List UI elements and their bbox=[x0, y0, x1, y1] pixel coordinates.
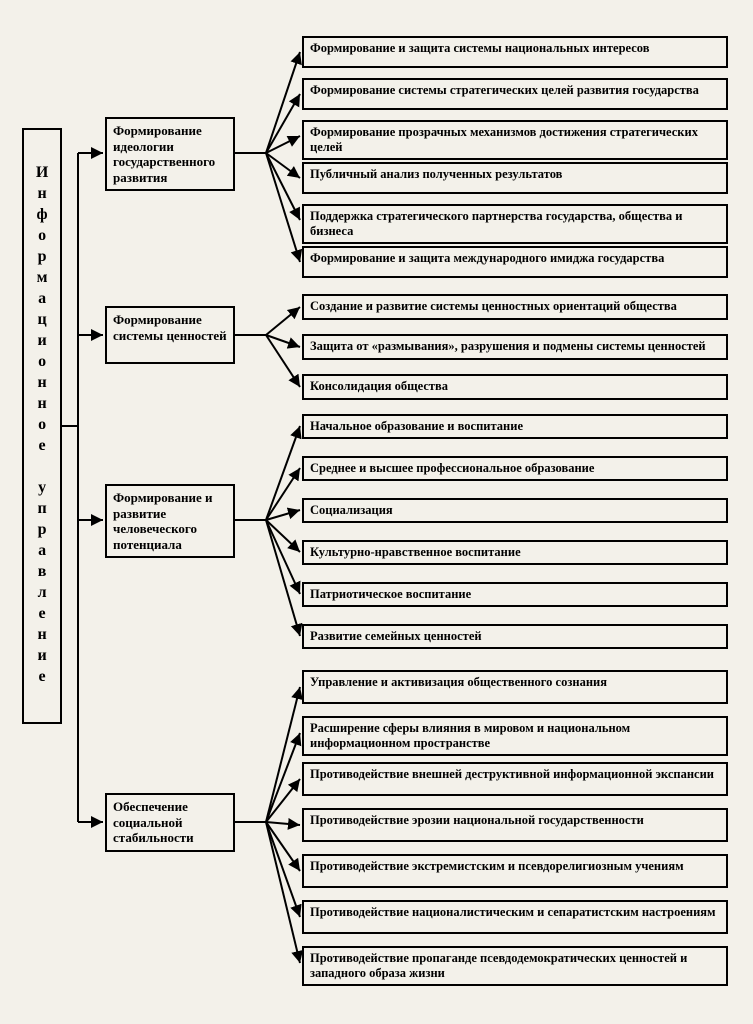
leaf-box-m3-0: Начальное образование и воспитание bbox=[302, 414, 728, 439]
leaf-box-m3-3: Культурно-нравственное воспитание bbox=[302, 540, 728, 565]
mid-box-m1: Формирование идеологии государственного … bbox=[105, 117, 235, 191]
root-box: Информационное управление bbox=[22, 128, 62, 724]
leaf-box-m4-5: Противодействие националистическим и сеп… bbox=[302, 900, 728, 934]
mid-box-m3: Формирование и развитие человеческого по… bbox=[105, 484, 235, 558]
leaf-box-m4-0: Управление и активизация общественного с… bbox=[302, 670, 728, 704]
leaf-box-m1-4: Поддержка стратегического партнерства го… bbox=[302, 204, 728, 244]
leaf-box-m2-2: Консолидация общества bbox=[302, 374, 728, 400]
leaf-box-m2-0: Создание и развитие системы ценностных о… bbox=[302, 294, 728, 320]
mid-box-m4: Обеспечение социальной стабильности bbox=[105, 793, 235, 852]
leaf-box-m4-1: Расширение сферы влияния в мировом и нац… bbox=[302, 716, 728, 756]
leaf-box-m1-1: Формирование системы стратегических целе… bbox=[302, 78, 728, 110]
leaf-box-m1-5: Формирование и защита международного ими… bbox=[302, 246, 728, 278]
leaf-box-m3-5: Развитие семейных ценностей bbox=[302, 624, 728, 649]
leaf-box-m4-3: Противодействие эрозии национальной госу… bbox=[302, 808, 728, 842]
mid-box-m2: Формирование системы ценностей bbox=[105, 306, 235, 364]
leaf-box-m4-2: Противодействие внешней деструктивной ин… bbox=[302, 762, 728, 796]
leaf-box-m1-3: Публичный анализ полученных результатов bbox=[302, 162, 728, 194]
leaf-box-m1-2: Формирование прозрачных механизмов дости… bbox=[302, 120, 728, 160]
leaf-box-m3-1: Среднее и высшее профессиональное образо… bbox=[302, 456, 728, 481]
leaf-box-m3-2: Социализация bbox=[302, 498, 728, 523]
leaf-box-m4-6: Противодействие пропаганде псевдодемокра… bbox=[302, 946, 728, 986]
leaf-box-m1-0: Формирование и защита системы национальн… bbox=[302, 36, 728, 68]
leaf-box-m4-4: Противодействие экстремистским и псевдор… bbox=[302, 854, 728, 888]
leaf-box-m3-4: Патриотическое воспитание bbox=[302, 582, 728, 607]
leaf-box-m2-1: Защита от «размывания», разрушения и под… bbox=[302, 334, 728, 360]
